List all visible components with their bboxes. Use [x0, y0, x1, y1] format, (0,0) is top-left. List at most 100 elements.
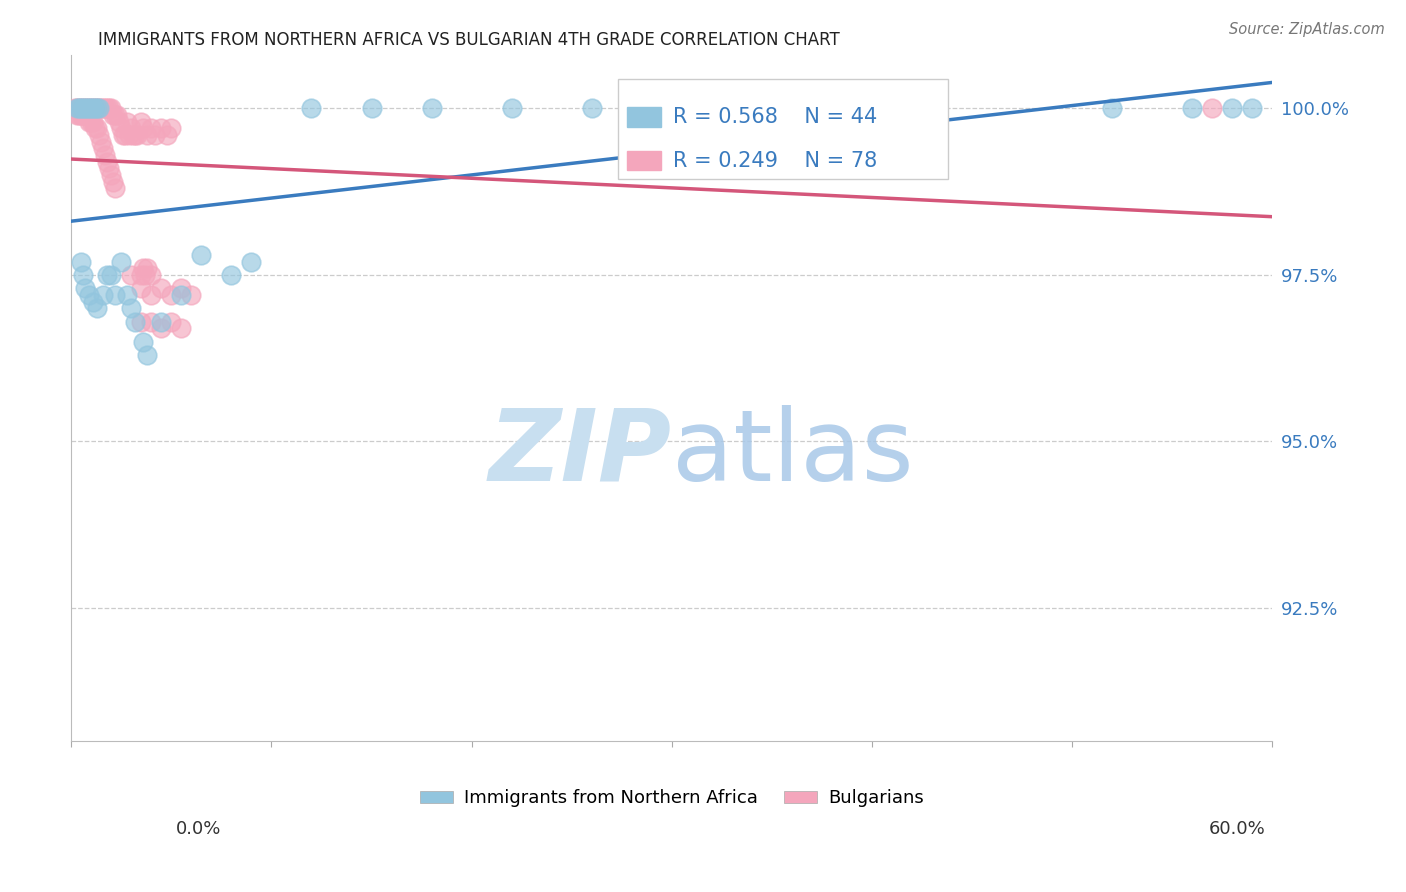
- Legend: Immigrants from Northern Africa, Bulgarians: Immigrants from Northern Africa, Bulgari…: [413, 782, 931, 814]
- Point: [80, 102, 103, 116]
- Point: [240, 254, 263, 268]
- Point: [1241, 102, 1264, 116]
- Point: [1101, 102, 1123, 116]
- Point: [132, 121, 155, 136]
- Point: [124, 314, 146, 328]
- Point: [150, 314, 173, 328]
- Point: [66, 108, 89, 122]
- Point: [110, 121, 132, 136]
- Point: [82, 294, 104, 309]
- Point: [132, 261, 155, 276]
- FancyBboxPatch shape: [617, 79, 948, 178]
- Point: [84, 102, 107, 116]
- Point: [108, 114, 131, 128]
- Point: [82, 102, 104, 116]
- FancyBboxPatch shape: [627, 107, 661, 127]
- Point: [1181, 102, 1204, 116]
- Text: ZIP: ZIP: [489, 405, 672, 501]
- Point: [70, 102, 93, 116]
- Point: [118, 128, 141, 142]
- Point: [66, 102, 89, 116]
- Point: [120, 121, 142, 136]
- Point: [89, 102, 111, 116]
- Point: [150, 321, 173, 335]
- Point: [90, 102, 112, 116]
- Point: [420, 102, 443, 116]
- Text: atlas: atlas: [672, 405, 914, 501]
- Point: [84, 102, 107, 116]
- Point: [581, 102, 603, 116]
- Point: [96, 154, 118, 169]
- Point: [72, 108, 94, 122]
- Point: [170, 321, 193, 335]
- Point: [104, 108, 127, 122]
- Point: [91, 288, 114, 302]
- Text: Source: ZipAtlas.com: Source: ZipAtlas.com: [1229, 22, 1385, 37]
- Point: [98, 102, 121, 116]
- Point: [89, 128, 111, 142]
- Point: [77, 102, 100, 116]
- Point: [75, 102, 97, 116]
- Point: [117, 288, 139, 302]
- Point: [190, 248, 212, 262]
- Point: [67, 102, 90, 116]
- Text: 60.0%: 60.0%: [1209, 820, 1265, 838]
- Point: [170, 288, 193, 302]
- Point: [143, 128, 166, 142]
- Point: [86, 102, 108, 116]
- Point: [89, 102, 111, 116]
- Point: [90, 135, 112, 149]
- Point: [132, 334, 155, 349]
- Text: 0.0%: 0.0%: [176, 820, 221, 838]
- Point: [105, 108, 128, 122]
- Point: [80, 102, 103, 116]
- Point: [70, 108, 93, 122]
- Point: [67, 102, 90, 116]
- Point: [77, 102, 100, 116]
- Point: [114, 128, 136, 142]
- Text: R = 0.568    N = 44: R = 0.568 N = 44: [673, 107, 877, 127]
- Point: [124, 128, 146, 142]
- Point: [82, 102, 104, 116]
- Point: [122, 128, 145, 142]
- Point: [112, 128, 135, 142]
- Point: [94, 102, 117, 116]
- Text: R = 0.249    N = 78: R = 0.249 N = 78: [673, 151, 877, 170]
- Point: [65, 102, 87, 116]
- Point: [120, 301, 142, 316]
- Point: [180, 288, 202, 302]
- Point: [170, 281, 193, 295]
- Point: [160, 314, 183, 328]
- Point: [1201, 102, 1223, 116]
- Point: [70, 102, 93, 116]
- Point: [104, 288, 127, 302]
- Point: [84, 121, 107, 136]
- Point: [360, 102, 382, 116]
- Point: [131, 114, 153, 128]
- Point: [82, 114, 104, 128]
- Point: [141, 288, 163, 302]
- FancyBboxPatch shape: [627, 151, 661, 170]
- Point: [100, 268, 122, 282]
- Point: [1222, 102, 1244, 116]
- Point: [127, 128, 149, 142]
- Point: [150, 121, 173, 136]
- Point: [156, 128, 179, 142]
- Point: [91, 141, 114, 155]
- Point: [141, 268, 163, 282]
- Point: [72, 268, 94, 282]
- Point: [301, 102, 323, 116]
- Point: [160, 288, 183, 302]
- Point: [103, 175, 125, 189]
- Point: [94, 148, 117, 162]
- Point: [80, 114, 103, 128]
- Point: [86, 121, 108, 136]
- Point: [96, 102, 118, 116]
- Point: [75, 108, 97, 122]
- Point: [76, 108, 98, 122]
- Point: [75, 102, 97, 116]
- Point: [131, 314, 153, 328]
- Point: [98, 161, 121, 176]
- Text: IMMIGRANTS FROM NORTHERN AFRICA VS BULGARIAN 4TH GRADE CORRELATION CHART: IMMIGRANTS FROM NORTHERN AFRICA VS BULGA…: [98, 31, 841, 49]
- Point: [103, 108, 125, 122]
